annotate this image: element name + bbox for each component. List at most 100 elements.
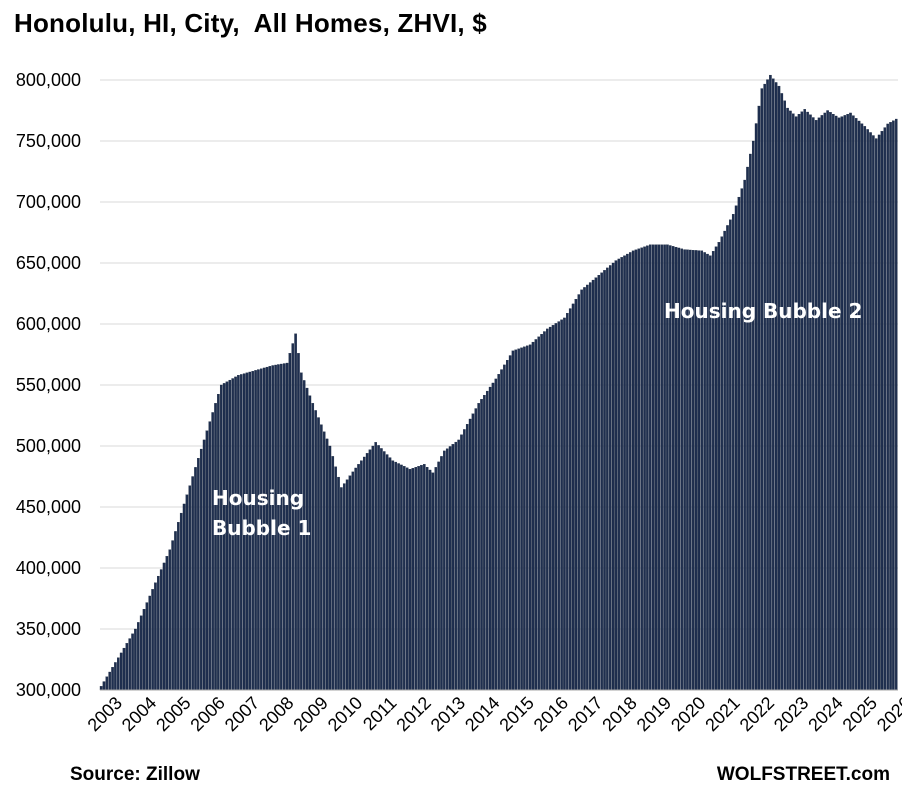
bar bbox=[620, 257, 623, 691]
bar bbox=[114, 662, 117, 691]
bar bbox=[168, 549, 172, 691]
bar bbox=[651, 244, 655, 691]
bar bbox=[308, 395, 312, 691]
bar bbox=[523, 346, 526, 691]
bar bbox=[102, 681, 106, 691]
bar bbox=[643, 246, 646, 691]
bar bbox=[834, 115, 838, 691]
bar bbox=[631, 250, 635, 691]
bar bbox=[411, 468, 415, 691]
bar bbox=[142, 609, 146, 691]
bar bbox=[726, 225, 729, 691]
bar bbox=[334, 466, 337, 691]
y-tick-label: 550,000 bbox=[16, 375, 81, 395]
bar bbox=[182, 503, 186, 691]
bar bbox=[460, 434, 463, 691]
bar bbox=[560, 319, 563, 691]
bar bbox=[217, 393, 220, 691]
bar bbox=[743, 179, 746, 691]
bar bbox=[420, 465, 423, 691]
bar bbox=[751, 140, 755, 691]
chart-title: Honolulu, HI, City, All Homes, ZHVI, $ bbox=[14, 8, 487, 38]
bar bbox=[474, 408, 478, 691]
bar bbox=[137, 622, 140, 691]
bar bbox=[814, 120, 818, 691]
bar bbox=[603, 270, 606, 691]
bar bbox=[211, 412, 214, 691]
x-tick-label: 2015 bbox=[495, 693, 537, 735]
annotation-housing-bubble-1: Housing bbox=[212, 486, 304, 510]
bar bbox=[789, 110, 792, 691]
bar bbox=[108, 671, 111, 691]
bar bbox=[628, 252, 632, 691]
bar bbox=[571, 303, 575, 691]
bar bbox=[634, 249, 638, 691]
annotation-housing-bubble-1: Bubble 1 bbox=[212, 516, 311, 540]
x-tick-label: 2006 bbox=[186, 693, 228, 735]
bar bbox=[817, 117, 821, 691]
bar bbox=[177, 522, 180, 691]
bar bbox=[600, 272, 603, 691]
bar bbox=[434, 467, 438, 691]
bar bbox=[563, 317, 566, 691]
bar bbox=[760, 88, 764, 691]
bar bbox=[783, 100, 786, 691]
bar bbox=[649, 244, 652, 691]
annotations: Housing Bubble 1 Housing Bubble 2 bbox=[212, 299, 862, 540]
x-tick-label: 2022 bbox=[736, 693, 778, 735]
y-tick-label: 600,000 bbox=[16, 314, 81, 334]
bar bbox=[797, 114, 801, 691]
bar bbox=[354, 467, 357, 691]
x-tick-label: 2020 bbox=[667, 693, 709, 735]
bar bbox=[468, 418, 472, 691]
y-tick-label: 300,000 bbox=[16, 680, 81, 700]
bar bbox=[803, 109, 806, 691]
bar bbox=[566, 313, 569, 691]
y-tick-label: 800,000 bbox=[16, 70, 81, 90]
y-tick-label: 500,000 bbox=[16, 436, 81, 456]
bar bbox=[362, 456, 366, 691]
bar bbox=[608, 265, 612, 691]
bar bbox=[852, 115, 855, 691]
y-tick-label: 450,000 bbox=[16, 497, 81, 517]
bar bbox=[812, 117, 815, 691]
bar bbox=[391, 460, 395, 691]
bar bbox=[179, 512, 183, 691]
bar bbox=[311, 403, 315, 691]
bar bbox=[368, 449, 372, 691]
bar bbox=[414, 467, 417, 691]
bar bbox=[857, 120, 861, 691]
bar bbox=[837, 117, 841, 691]
bar bbox=[105, 676, 109, 691]
bar bbox=[591, 279, 595, 691]
bar bbox=[417, 466, 420, 691]
bar bbox=[448, 446, 452, 691]
bar bbox=[360, 460, 363, 691]
x-tick-label: 2017 bbox=[564, 693, 606, 735]
bar bbox=[514, 349, 518, 691]
bar bbox=[537, 336, 540, 691]
bar bbox=[148, 595, 151, 691]
bar bbox=[385, 454, 389, 691]
bar bbox=[357, 464, 360, 691]
bar bbox=[749, 153, 752, 691]
bar bbox=[583, 287, 586, 691]
x-tick-label: 2014 bbox=[461, 693, 503, 735]
x-tick-label: 2009 bbox=[289, 693, 331, 735]
x-tick-label: 2019 bbox=[633, 693, 675, 735]
bar bbox=[380, 448, 383, 691]
bar bbox=[119, 652, 123, 691]
bar bbox=[640, 247, 643, 691]
bar bbox=[325, 438, 329, 691]
bar bbox=[117, 657, 120, 691]
bar bbox=[488, 386, 492, 691]
bar bbox=[829, 112, 832, 691]
bar bbox=[194, 467, 197, 691]
bar bbox=[769, 74, 772, 691]
bar bbox=[322, 431, 326, 691]
bar bbox=[202, 439, 206, 691]
bar bbox=[483, 395, 486, 691]
y-tick-label: 700,000 bbox=[16, 192, 81, 212]
x-tick-label: 2024 bbox=[804, 693, 846, 735]
bar bbox=[463, 429, 466, 691]
